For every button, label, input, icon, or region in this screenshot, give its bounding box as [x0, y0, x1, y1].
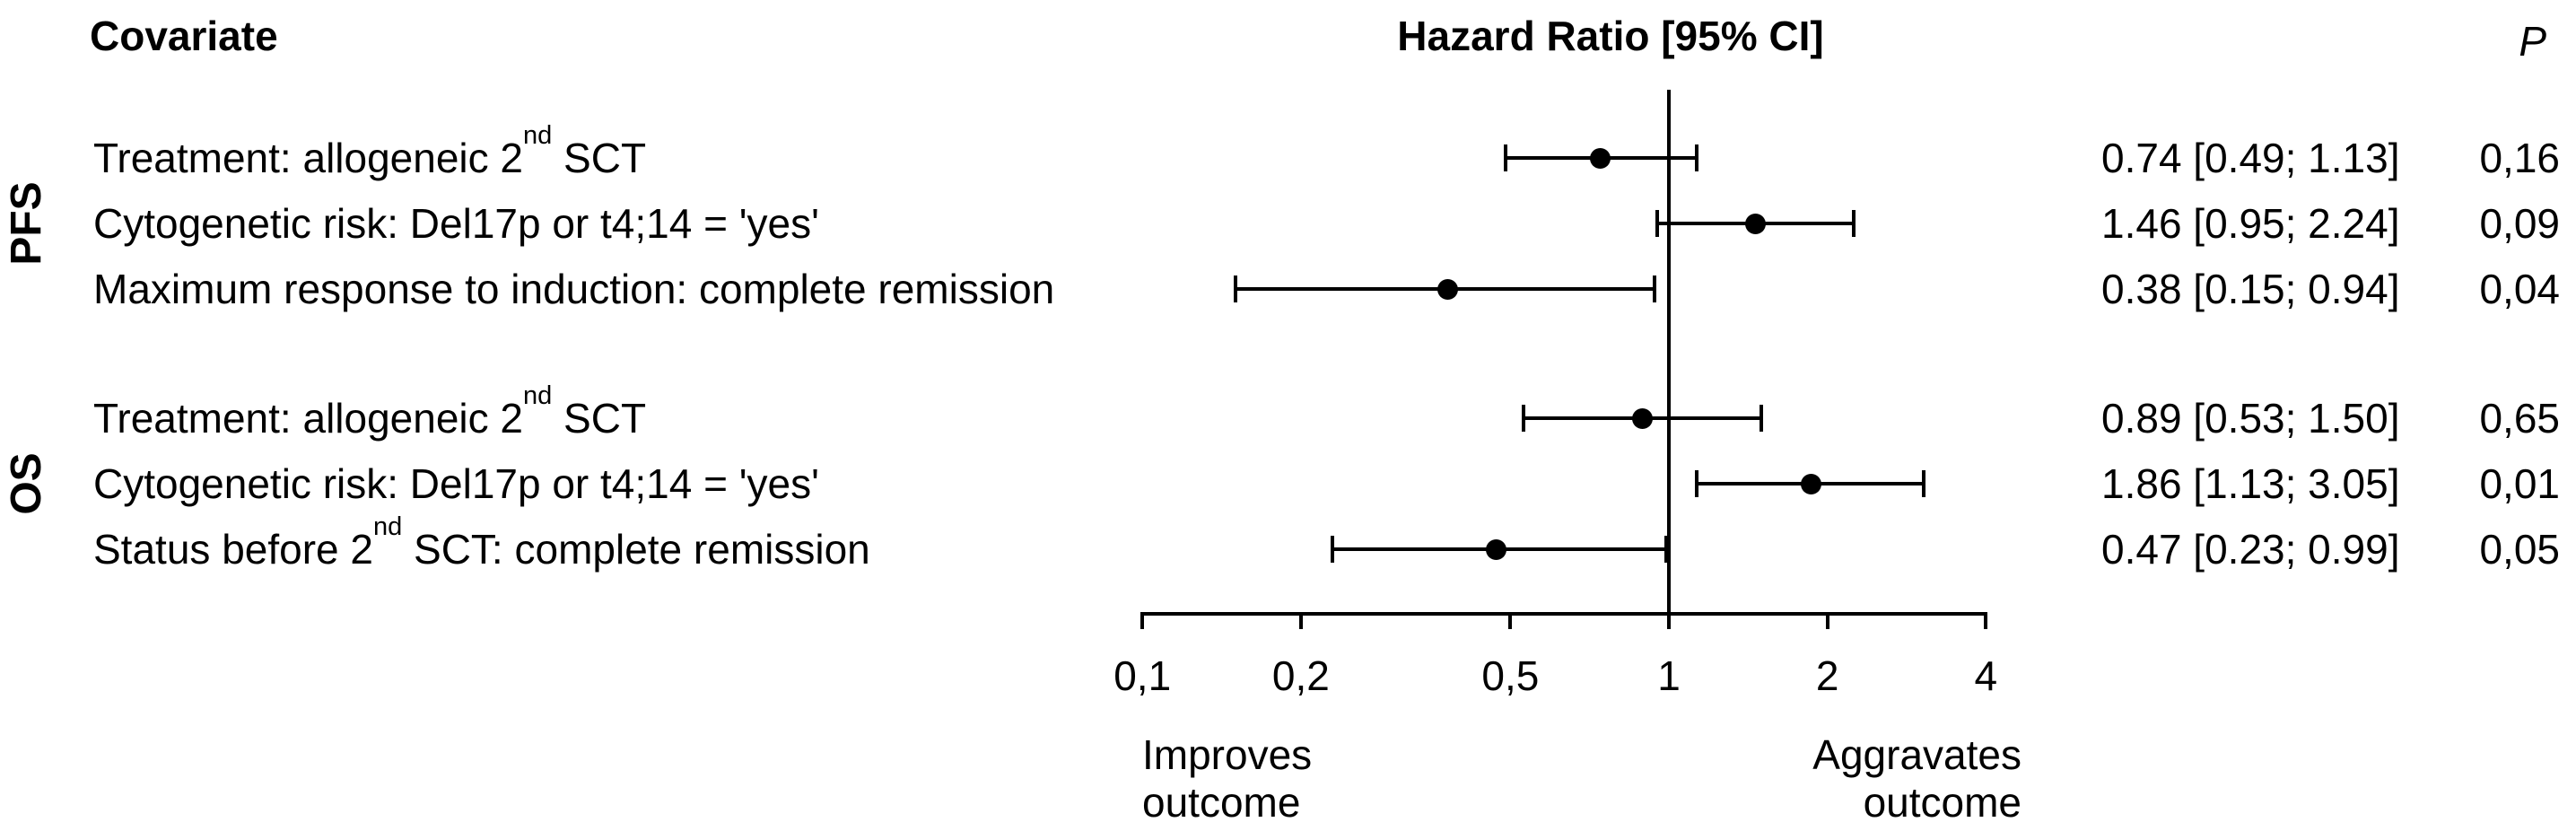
x-axis-tick-label: 1 [1657, 652, 1681, 699]
x-axis-tick-label: 0,5 [1481, 652, 1540, 699]
reference-line [1667, 90, 1671, 614]
ci-cap-high [1851, 210, 1856, 237]
hazard-ratio-point [1436, 278, 1458, 300]
ci-cap-low [1504, 144, 1508, 171]
hazard-ratio-point [1800, 473, 1821, 494]
hazard-ratio-value: 0.89 [0.53; 1.50] [2101, 395, 2400, 442]
covariate-label-text: SCT: complete remission [402, 526, 870, 573]
covariate-column-header: Covariate [90, 13, 278, 59]
ci-cap-high [1653, 276, 1657, 302]
covariate-label: Maximum response to induction: complete … [93, 267, 1054, 311]
hazard-ratio-value: 0.74 [0.49; 1.13] [2101, 135, 2400, 181]
hazard-ratio-value: 0.47 [0.23; 0.99] [2101, 526, 2400, 573]
covariate-label-text: Cytogenetic risk: Del17p or t4;14 = 'yes… [93, 200, 819, 247]
hazard-ratio-point [1631, 407, 1653, 429]
x-axis-tick [1298, 614, 1303, 629]
covariate-label-text: Treatment: allogeneic 2 [93, 135, 524, 181]
x-axis-tick [1984, 614, 1988, 629]
ci-cap-low [1695, 470, 1699, 497]
p-value: 0,65 [2479, 395, 2560, 442]
ci-cap-high [1922, 470, 1926, 497]
covariate-label-text: Treatment: allogeneic 2 [93, 395, 524, 442]
hazard-ratio-point [1744, 213, 1766, 234]
covariate-label: Treatment: allogeneic 2nd SCT [93, 122, 647, 181]
hazard-ratio-point [1589, 147, 1611, 169]
x-axis-tick-label: 0,1 [1113, 652, 1172, 699]
p-value: 0,04 [2479, 266, 2560, 312]
covariate-label: Treatment: allogeneic 2nd SCT [93, 382, 647, 442]
covariate-label-text: Maximum response to induction: complete … [93, 266, 1055, 312]
x-axis-tick [1140, 614, 1145, 629]
p-value: 0,01 [2479, 460, 2560, 507]
aggravates-outcome-label: Aggravates outcome [1812, 731, 2022, 826]
ci-cap-high [1695, 144, 1699, 171]
ordinal-superscript: nd [523, 381, 553, 410]
x-axis-tick [1825, 614, 1829, 629]
p-value: 0,09 [2479, 200, 2560, 247]
x-axis-tick [1667, 614, 1671, 629]
hazard-ratio-point [1486, 538, 1507, 560]
covariate-label-text: SCT [552, 395, 647, 442]
covariate-label-text: Status before 2 [93, 526, 373, 573]
covariate-label: Cytogenetic risk: Del17p or t4;14 = 'yes… [93, 201, 819, 246]
x-axis-line [1140, 612, 1988, 616]
x-axis-tick-label: 4 [1974, 652, 1998, 699]
improves-outcome-label: Improves outcome [1142, 731, 1313, 826]
x-axis-tick [1508, 614, 1513, 629]
covariate-label-text: Cytogenetic risk: Del17p or t4;14 = 'yes… [93, 460, 819, 507]
ci-cap-high [1664, 536, 1669, 563]
chart-title: Hazard Ratio [95% CI] [1397, 13, 1824, 59]
p-value: 0,16 [2479, 135, 2560, 181]
p-value-column-header: P [2519, 18, 2546, 65]
covariate-label: Cytogenetic risk: Del17p or t4;14 = 'yes… [93, 461, 819, 506]
ordinal-superscript: nd [523, 120, 553, 150]
covariate-label: Status before 2nd SCT: complete remissio… [93, 513, 870, 573]
x-axis-tick-label: 2 [1815, 652, 1839, 699]
ci-cap-low [1655, 210, 1659, 237]
hazard-ratio-value: 1.86 [1.13; 3.05] [2101, 460, 2400, 507]
group-label-pfs: PFS [3, 181, 50, 266]
covariate-label-text: SCT [552, 135, 647, 181]
hazard-ratio-value: 1.46 [0.95; 2.24] [2101, 200, 2400, 247]
group-label-os: OS [3, 452, 50, 515]
ci-cap-low [1522, 405, 1526, 432]
hazard-ratio-value: 0.38 [0.15; 0.94] [2101, 266, 2400, 312]
ci-cap-low [1233, 276, 1237, 302]
x-axis-tick-label: 0,2 [1271, 652, 1330, 699]
p-value: 0,05 [2479, 526, 2560, 573]
ci-cap-high [1760, 405, 1764, 432]
ci-cap-low [1331, 536, 1335, 563]
ordinal-superscript: nd [372, 512, 403, 541]
